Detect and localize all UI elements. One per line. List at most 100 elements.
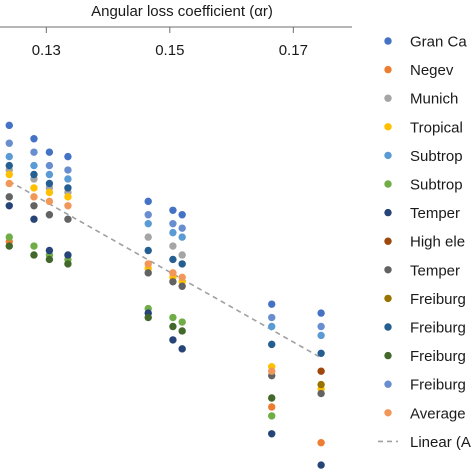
data-point: [178, 260, 186, 268]
data-point: [169, 322, 177, 331]
x-axis-tick-labels: 0.13 0.15 0.17: [32, 42, 308, 59]
data-point: [268, 367, 276, 375]
data-point: [317, 389, 325, 398]
legend-marker: [384, 266, 392, 274]
legend-label: Average: [410, 405, 466, 422]
data-point: [30, 193, 38, 201]
data-point: [178, 251, 186, 259]
legend-marker: [384, 208, 392, 217]
legend-label: Negev: [410, 62, 454, 79]
data-points: [5, 121, 325, 469]
legend-marker: [384, 351, 392, 360]
legend-marker: [384, 294, 392, 303]
data-point: [144, 260, 152, 268]
legend-label-trendline: Linear (A: [410, 434, 471, 451]
data-point: [64, 202, 72, 210]
legend-marker: [384, 123, 392, 131]
data-point: [5, 202, 13, 210]
legend-marker: [384, 94, 392, 102]
data-point: [64, 215, 72, 223]
data-point: [5, 179, 13, 188]
data-point: [45, 161, 54, 170]
x-tick-label: 0.15: [155, 42, 184, 59]
legend-marker: [384, 151, 392, 160]
data-point: [268, 300, 276, 308]
data-point: [5, 233, 13, 241]
data-point: [268, 412, 276, 420]
data-point: [30, 161, 38, 170]
data-point: [64, 184, 72, 192]
legend: Gran Ca Negev Munich Tropical Subtrop Subtrop…: [378, 34, 471, 451]
x-tick-label: 0.13: [32, 42, 61, 59]
data-point: [178, 318, 186, 326]
data-point: [5, 121, 13, 130]
data-point: [144, 313, 152, 322]
data-point: [178, 327, 186, 335]
data-point: [268, 340, 276, 349]
data-point: [178, 233, 186, 241]
legend-label: Freiburg: [410, 377, 466, 394]
data-point: [5, 161, 13, 170]
legend-label: Subtrop: [410, 148, 463, 165]
data-point: [45, 188, 54, 197]
data-point: [30, 184, 38, 192]
data-point: [30, 135, 38, 143]
legend-marker: [384, 180, 392, 188]
data-point: [317, 461, 325, 469]
data-point: [64, 251, 72, 259]
legend-label: Munich: [410, 91, 458, 108]
data-point: [169, 228, 177, 237]
data-point: [169, 313, 177, 322]
data-point: [317, 367, 325, 375]
x-axis-ticks: [45, 27, 294, 33]
data-point: [5, 152, 13, 161]
data-point: [268, 313, 276, 322]
data-point: [268, 430, 276, 438]
data-point: [178, 224, 186, 232]
data-point: [169, 242, 177, 250]
data-point: [169, 206, 177, 214]
legend-label: Gran Ca: [410, 34, 467, 51]
data-point: [30, 215, 38, 223]
legend-marker: [384, 65, 392, 74]
data-point: [169, 255, 177, 264]
data-point: [5, 242, 13, 250]
data-point: [169, 336, 177, 344]
data-point: [317, 331, 325, 340]
legend-marker: [384, 409, 392, 417]
data-point: [178, 345, 186, 353]
data-point: [64, 193, 72, 201]
data-point: [169, 269, 177, 277]
legend-label: Freiburg: [410, 348, 466, 365]
data-point: [64, 260, 72, 268]
legend-marker: [384, 323, 392, 331]
data-point: [144, 269, 152, 277]
data-point: [169, 219, 177, 228]
data-point: [317, 349, 325, 358]
data-point: [144, 197, 152, 206]
legend-label: Subtrop: [410, 177, 463, 194]
data-point: [30, 242, 38, 250]
data-point: [268, 394, 276, 402]
data-point: [144, 211, 152, 219]
data-point: [268, 403, 276, 411]
legend-label: Temper: [410, 205, 460, 222]
data-point: [45, 211, 54, 219]
data-point: [45, 255, 54, 264]
legend-label: Temper: [410, 262, 460, 279]
x-axis-title: Angular loss coefficient (αr): [91, 3, 273, 20]
data-point: [64, 175, 72, 183]
legend-marker: [384, 237, 392, 245]
legend-marker: [384, 37, 392, 45]
data-point: [45, 170, 54, 179]
data-point: [317, 322, 325, 331]
data-point: [64, 166, 72, 174]
data-point: [317, 439, 325, 447]
data-point: [317, 380, 325, 389]
data-point: [144, 219, 152, 228]
data-point: [5, 139, 13, 147]
data-point: [178, 273, 186, 282]
data-point: [45, 246, 54, 255]
data-point: [45, 179, 54, 188]
